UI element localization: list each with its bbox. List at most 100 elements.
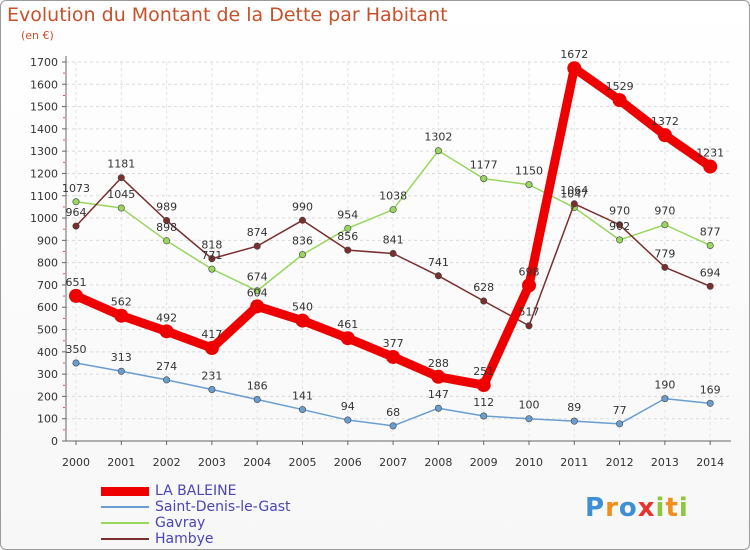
data-point	[117, 367, 125, 375]
data-point	[431, 369, 446, 384]
data-point	[253, 396, 261, 404]
data-label: 771	[201, 249, 222, 262]
data-label: 970	[654, 205, 675, 218]
data-label: 989	[156, 201, 177, 214]
data-point	[389, 250, 397, 258]
y-tick-label: 1700	[30, 56, 58, 69]
data-label: 902	[609, 220, 630, 233]
legend-swatch	[101, 522, 149, 524]
data-point	[208, 265, 216, 273]
x-tick-label: 2003	[198, 456, 226, 469]
data-label: 674	[247, 271, 268, 284]
y-tick-label: 1100	[30, 190, 58, 203]
legend-label: Saint-Denis-le-Gast	[155, 499, 291, 515]
data-point	[434, 147, 442, 155]
logo-letter: r	[605, 493, 619, 523]
data-point	[114, 308, 129, 323]
x-tick-label: 2010	[515, 456, 543, 469]
x-tick-label: 2013	[651, 456, 679, 469]
data-label: 350	[66, 343, 87, 356]
data-label: 540	[292, 301, 313, 314]
data-label: 970	[609, 205, 630, 218]
data-label: 89	[567, 401, 581, 414]
y-tick-label: 700	[37, 279, 58, 292]
x-tick-label: 2002	[153, 456, 181, 469]
x-tick-label: 2012	[606, 456, 634, 469]
data-label: 147	[428, 388, 449, 401]
x-tick-label: 2009	[470, 456, 498, 469]
data-label: 779	[654, 247, 675, 260]
legend-swatch	[101, 486, 149, 496]
y-tick-label: 200	[37, 390, 58, 403]
data-label: 628	[473, 281, 494, 294]
data-label: 1045	[107, 188, 135, 201]
y-tick-label: 1400	[30, 123, 58, 136]
data-label: 461	[337, 318, 358, 331]
data-point	[706, 282, 714, 290]
data-label: 141	[292, 390, 313, 403]
data-point	[616, 420, 624, 428]
data-label: 274	[156, 360, 177, 373]
legend-item: Saint-Denis-le-Gast	[101, 499, 291, 515]
logo-letter: t	[665, 493, 679, 523]
y-tick-label: 100	[37, 413, 58, 426]
data-point	[480, 175, 488, 183]
legend-item: LA BALEINE	[101, 483, 291, 499]
data-point	[253, 287, 261, 295]
data-point	[706, 399, 714, 407]
data-point	[703, 159, 718, 174]
data-label: 251	[473, 365, 494, 378]
data-point	[253, 242, 261, 250]
legend: LA BALEINE Saint-Denis-le-Gast Gavray Ha…	[101, 483, 291, 547]
x-tick-label: 2007	[379, 456, 407, 469]
data-label: 741	[428, 256, 449, 269]
logo-letter: i	[655, 493, 666, 523]
data-label: 964	[66, 206, 87, 219]
data-label: 990	[292, 200, 313, 213]
data-point	[480, 297, 488, 305]
data-point	[567, 61, 582, 76]
data-point	[616, 221, 624, 229]
data-label: 818	[201, 239, 222, 252]
data-label: 190	[654, 379, 675, 392]
data-label: 1372	[651, 115, 679, 128]
data-label: 836	[292, 235, 313, 248]
data-point	[570, 417, 578, 425]
x-tick-label: 2001	[107, 456, 135, 469]
data-label: 492	[156, 311, 177, 324]
data-point	[657, 128, 672, 143]
data-label: 562	[111, 296, 132, 309]
y-tick-label: 0	[51, 435, 58, 448]
data-point	[612, 93, 627, 108]
data-label: 1047	[560, 188, 588, 201]
data-point	[389, 206, 397, 214]
logo-letter: i	[678, 493, 689, 523]
data-point	[208, 255, 216, 263]
data-point	[72, 198, 80, 206]
data-point	[295, 313, 310, 328]
data-point	[386, 349, 401, 364]
data-label: 694	[700, 266, 721, 279]
data-point	[208, 386, 216, 394]
data-label: 1073	[62, 182, 90, 195]
data-label: 1181	[107, 158, 135, 171]
data-label: 651	[66, 276, 87, 289]
y-tick-label: 1300	[30, 145, 58, 158]
data-label: 1064	[560, 184, 588, 197]
legend-item: Hambye	[101, 531, 291, 547]
data-label: 186	[247, 380, 268, 393]
data-label: 874	[247, 226, 268, 239]
data-label: 169	[700, 383, 721, 396]
data-label: 698	[519, 265, 540, 278]
y-tick-label: 300	[37, 368, 58, 381]
data-label: 841	[383, 234, 404, 247]
data-point	[298, 216, 306, 224]
data-point	[661, 221, 669, 229]
data-label: 1150	[515, 165, 543, 178]
data-point	[525, 322, 533, 330]
data-point	[159, 324, 174, 339]
legend-label: Hambye	[155, 531, 214, 547]
legend-item: Gavray	[101, 515, 291, 531]
legend-swatch	[101, 506, 149, 508]
chart-unit: (en €)	[21, 29, 54, 42]
